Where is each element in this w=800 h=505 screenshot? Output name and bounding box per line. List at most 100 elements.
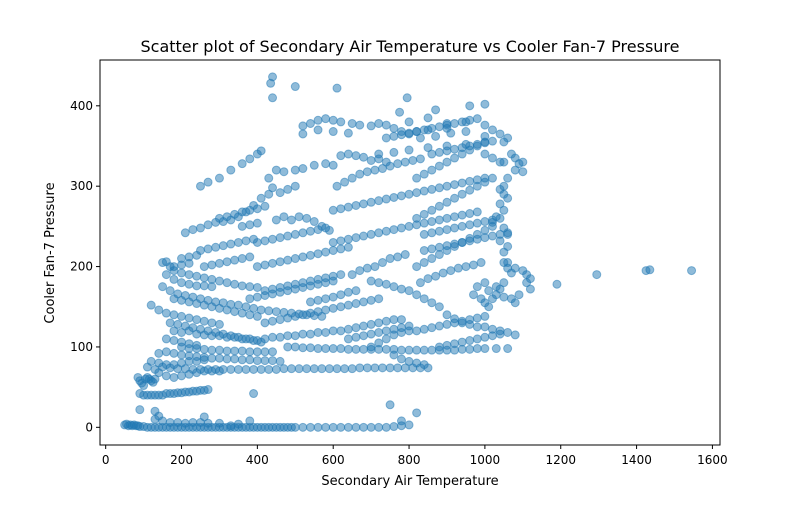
scatter-point bbox=[434, 122, 444, 132]
scatter-point bbox=[487, 125, 497, 135]
scatter-point bbox=[450, 339, 460, 349]
scatter-point bbox=[412, 326, 422, 336]
scatter-point bbox=[393, 159, 403, 169]
scatter-point bbox=[188, 225, 198, 235]
scatter-point bbox=[510, 298, 520, 308]
scatter-point bbox=[381, 344, 391, 354]
scatter-point bbox=[266, 78, 276, 88]
scatter-point bbox=[249, 234, 259, 244]
scatter-point bbox=[404, 356, 414, 366]
scatter-point bbox=[222, 346, 232, 356]
scatter-point bbox=[173, 417, 183, 427]
scatter-point bbox=[487, 231, 497, 241]
scatter-point bbox=[412, 290, 422, 300]
x-tick-label: 400 bbox=[246, 453, 269, 467]
scatter-point bbox=[207, 345, 217, 355]
scatter-point bbox=[351, 323, 361, 333]
scatter-point bbox=[480, 149, 490, 159]
scatter-point bbox=[328, 127, 338, 137]
scatter-point bbox=[645, 265, 655, 275]
scatter-point bbox=[427, 217, 437, 227]
scatter-point bbox=[370, 165, 380, 175]
scatter-point bbox=[154, 358, 164, 368]
scatter-point bbox=[328, 160, 338, 170]
scatter-point bbox=[359, 422, 369, 432]
scatter-point bbox=[192, 315, 202, 325]
scatter-point bbox=[226, 364, 236, 374]
scatter-point bbox=[359, 152, 369, 162]
scatter-point bbox=[434, 342, 444, 352]
scatter-point bbox=[480, 278, 490, 288]
scatter-point bbox=[184, 313, 194, 323]
scatter-point bbox=[472, 181, 482, 191]
scatter-point bbox=[286, 215, 296, 225]
scatter-point bbox=[321, 305, 331, 315]
scatter-point bbox=[222, 212, 232, 222]
scatter-point bbox=[184, 258, 194, 268]
scatter-point bbox=[336, 290, 346, 300]
scatter-point bbox=[233, 419, 243, 429]
scatter-point bbox=[207, 260, 217, 270]
scatter-point bbox=[252, 347, 262, 357]
scatter-point bbox=[434, 215, 444, 225]
scatter-point bbox=[313, 307, 323, 317]
scatter-point bbox=[264, 364, 274, 374]
scatter-point bbox=[457, 117, 467, 127]
x-axis-label: Secondary Air Temperature bbox=[321, 474, 498, 489]
scatter-point bbox=[442, 157, 452, 167]
x-tick-label: 200 bbox=[170, 453, 193, 467]
scatter-point bbox=[480, 322, 490, 332]
scatter-point bbox=[249, 389, 259, 399]
scatter-point bbox=[499, 247, 509, 257]
scatter-point bbox=[233, 237, 243, 247]
scatter-point bbox=[431, 131, 441, 141]
scatter-point bbox=[427, 123, 437, 133]
scatter-point bbox=[252, 282, 262, 292]
scatter-point bbox=[480, 177, 490, 187]
scatter-point bbox=[480, 217, 490, 227]
scatter-point bbox=[495, 199, 505, 209]
scatter-point bbox=[245, 310, 255, 320]
scatter-point bbox=[446, 128, 456, 138]
scatter-point bbox=[351, 299, 361, 309]
scatter-point bbox=[419, 209, 429, 219]
scatter-point bbox=[192, 281, 202, 291]
scatter-point bbox=[230, 354, 240, 364]
scatter-point bbox=[313, 115, 323, 125]
scatter-point bbox=[203, 418, 213, 428]
scatter-point bbox=[381, 326, 391, 336]
scatter-point bbox=[260, 347, 270, 357]
scatter-point bbox=[283, 286, 293, 296]
scatter-point bbox=[442, 197, 452, 207]
scatter-point bbox=[484, 286, 494, 296]
scatter-point bbox=[457, 337, 467, 347]
scatter-point bbox=[275, 287, 285, 297]
scatter-point bbox=[290, 254, 300, 264]
scatter-point bbox=[226, 331, 236, 341]
scatter-point bbox=[313, 344, 323, 354]
scatter-point bbox=[199, 262, 209, 272]
scatter-point bbox=[351, 233, 361, 243]
scatter-point bbox=[389, 147, 399, 157]
scatter-point bbox=[480, 120, 490, 130]
scatter-point bbox=[207, 318, 217, 328]
scatter-point bbox=[199, 344, 209, 354]
scatter-point bbox=[321, 159, 331, 169]
scatter-point bbox=[465, 336, 475, 346]
scatter-point bbox=[260, 236, 270, 246]
scatter-point bbox=[192, 299, 202, 309]
scatter-point bbox=[343, 334, 353, 344]
scatter-point bbox=[503, 327, 513, 337]
scatter-point bbox=[195, 417, 205, 427]
scatter-point bbox=[404, 221, 414, 231]
scatter-point bbox=[351, 200, 361, 210]
plot-area-frame bbox=[99, 59, 721, 446]
scatter-point bbox=[158, 416, 168, 426]
scatter-point bbox=[396, 315, 406, 325]
scatter-point bbox=[169, 348, 179, 358]
scatter-point bbox=[271, 307, 281, 317]
scatter-point bbox=[457, 178, 467, 188]
scatter-point bbox=[434, 302, 444, 312]
scatter-point bbox=[321, 114, 331, 124]
scatter-point bbox=[264, 173, 274, 183]
